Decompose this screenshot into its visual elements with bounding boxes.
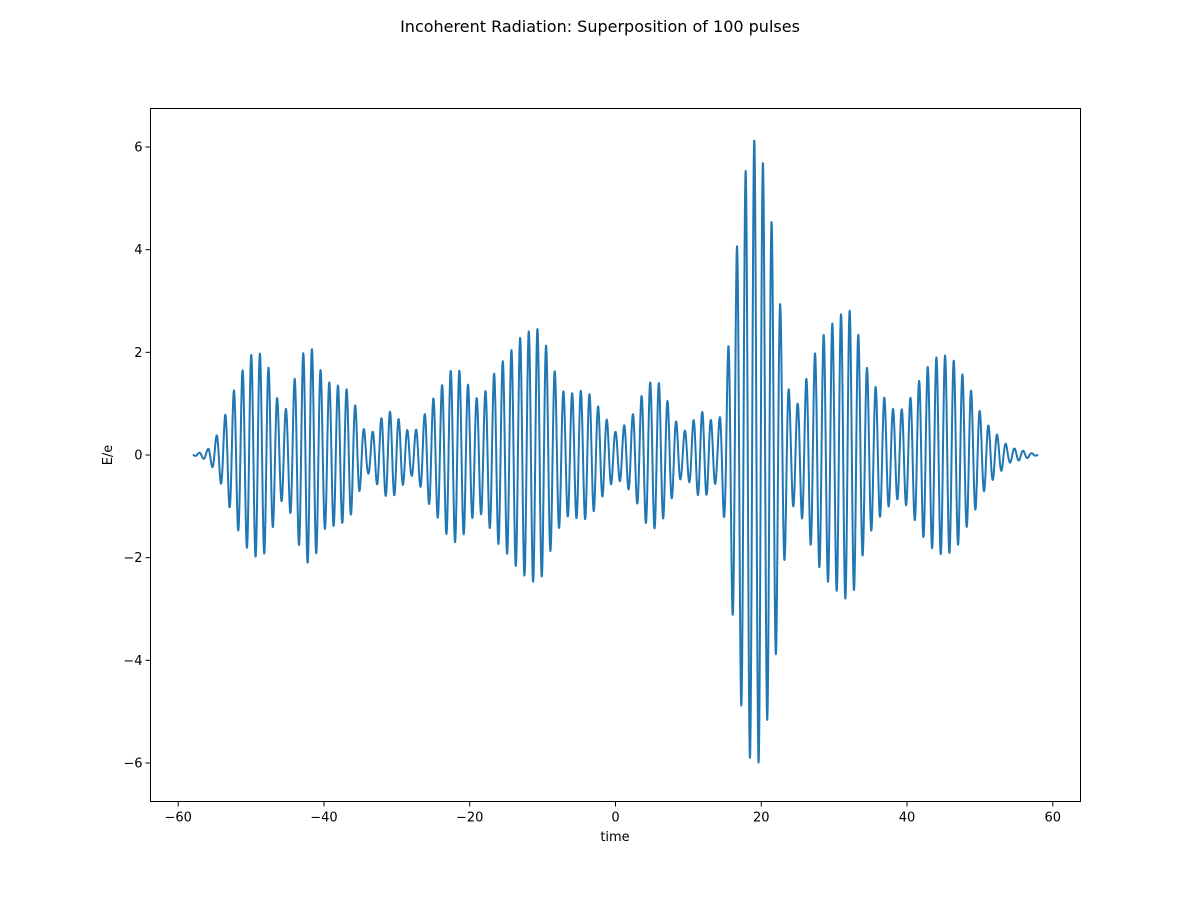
x-tick-label: −20 xyxy=(456,811,483,826)
x-tick-label: 20 xyxy=(753,811,770,826)
y-tick-label: 4 xyxy=(134,243,142,258)
x-axis-label: time xyxy=(600,830,629,845)
y-tick-label: 6 xyxy=(134,141,142,156)
y-tick-label: −4 xyxy=(123,654,142,669)
x-tick-label: 40 xyxy=(899,811,916,826)
plot-area xyxy=(191,139,1040,764)
y-tick-label: 0 xyxy=(134,449,142,464)
x-tick-label: −60 xyxy=(164,811,191,826)
y-tick-label: −2 xyxy=(123,551,142,566)
y-tick-label: 2 xyxy=(134,346,142,361)
y-tick-label: −6 xyxy=(123,757,142,772)
x-tick-label: 0 xyxy=(611,811,619,826)
chart-title: Incoherent Radiation: Superposition of 1… xyxy=(400,17,800,36)
series-line-0 xyxy=(191,139,1040,764)
x-tick-label: −40 xyxy=(310,811,337,826)
x-tick-label: 60 xyxy=(1045,811,1062,826)
axes-frame xyxy=(150,108,1081,802)
y-axis: −6 −4 −2 0 2 4 6 xyxy=(123,141,151,772)
y-axis-label: E/e xyxy=(101,445,116,466)
x-axis: −60 −40 −20 0 20 40 60 xyxy=(164,801,1062,826)
